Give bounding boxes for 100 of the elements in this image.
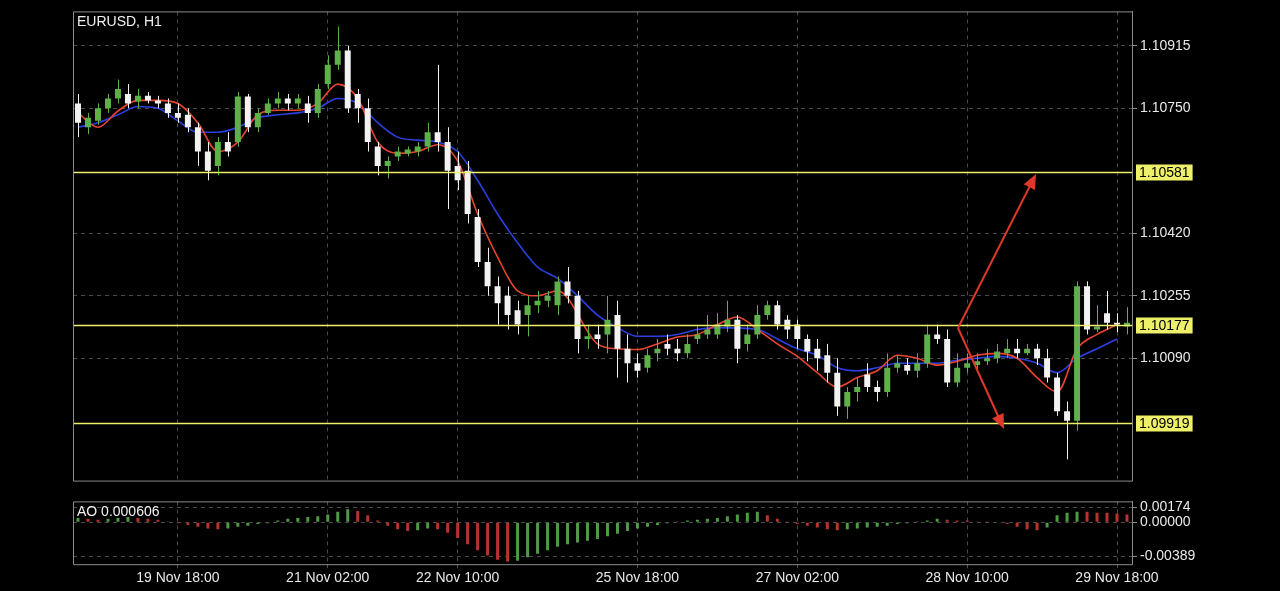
bar (825, 522, 829, 530)
bar (416, 522, 420, 531)
y-tick-label: -0.00389 (1140, 547, 1196, 564)
x-tick-label: 19 Nov 18:00 (136, 569, 220, 586)
bar (316, 516, 320, 522)
bar (645, 522, 649, 527)
bar (186, 522, 190, 525)
bar (765, 515, 769, 522)
bar (526, 522, 530, 558)
bar (326, 514, 330, 522)
bar (715, 517, 719, 522)
candlestick (894, 354, 901, 374)
bar (156, 519, 160, 522)
bar (1065, 512, 1069, 522)
bar (935, 518, 939, 522)
bar (86, 518, 90, 522)
bar (1085, 511, 1089, 522)
bar (296, 517, 300, 522)
bar (1045, 522, 1049, 528)
bar (735, 514, 739, 522)
bar (945, 519, 949, 522)
bar (436, 522, 440, 530)
bar (136, 517, 140, 522)
y-tick-label: 0.00000 (1140, 513, 1191, 530)
bar (805, 522, 809, 526)
bar (216, 522, 220, 530)
y-tick-label: 0.00174 (1140, 498, 1191, 515)
candlestick (1114, 312, 1121, 333)
bar (695, 519, 699, 522)
bar (506, 522, 510, 562)
bar (356, 510, 360, 522)
bar (386, 522, 390, 526)
x-tick-label: 28 Nov 10:00 (925, 569, 1009, 586)
x-tick-label: 22 Nov 10:00 (415, 569, 500, 586)
bar (1125, 514, 1129, 522)
candlestick (934, 324, 941, 345)
bar (1015, 522, 1019, 527)
bar (815, 522, 819, 528)
bar (106, 518, 110, 522)
candlestick (964, 352, 971, 374)
bar (486, 522, 490, 556)
bar (576, 522, 580, 543)
bar (536, 522, 540, 554)
bar (286, 518, 290, 522)
bar (606, 522, 609, 537)
x-tick-label: 27 Nov 02:00 (755, 569, 840, 586)
bar (655, 522, 659, 525)
ref-line-label: 1.10177 (1139, 317, 1190, 334)
bar (845, 522, 849, 530)
bar (835, 522, 839, 531)
bar (586, 522, 590, 541)
y-tick-label: 1.10915 (1140, 36, 1191, 53)
bar (466, 522, 470, 545)
candlestick (594, 324, 601, 350)
bar (366, 515, 370, 522)
ref-line-label: 1.10581 (1139, 164, 1190, 181)
bar (1095, 512, 1099, 522)
bar (126, 517, 130, 522)
bar (496, 522, 500, 560)
bar (396, 522, 400, 530)
x-tick-label: 29 Nov 18:00 (1075, 569, 1159, 586)
bar (546, 522, 550, 551)
bar (875, 522, 879, 527)
bar (1075, 511, 1079, 522)
bar (76, 517, 80, 522)
bar (1055, 515, 1059, 522)
y-tick-label: 1.10750 (1140, 99, 1191, 116)
bar (1105, 512, 1109, 522)
candlestick (694, 324, 701, 345)
bar (96, 519, 100, 522)
y-tick-label: 1.10420 (1140, 224, 1191, 241)
bar (705, 518, 709, 522)
bar (346, 509, 350, 522)
bar (1035, 522, 1039, 531)
bar (885, 522, 889, 526)
y-tick-label: 1.10090 (1140, 349, 1191, 366)
bar (236, 522, 240, 527)
x-tick-label: 25 Nov 18:00 (595, 569, 680, 586)
bar (556, 522, 560, 547)
bar (516, 522, 520, 561)
chart-title: AO 0.000606 (77, 503, 160, 520)
bar (336, 511, 340, 522)
bar (1025, 522, 1029, 530)
ref-line-label: 1.09919 (1139, 415, 1190, 432)
candlestick (1094, 304, 1101, 333)
bar (406, 522, 410, 532)
chart-title: EURUSD, H1 (77, 13, 163, 30)
candlestick (584, 324, 591, 350)
bar (116, 517, 120, 522)
bar (246, 522, 250, 526)
bar (476, 522, 480, 551)
x-tick-label: 21 Nov 02:00 (286, 569, 370, 586)
bar (306, 517, 310, 522)
bar (566, 522, 570, 545)
y-tick-label: 1.10255 (1140, 286, 1191, 303)
bar (865, 522, 869, 528)
bar (775, 518, 779, 522)
bar (1115, 513, 1119, 522)
bar (755, 511, 759, 522)
bar (196, 522, 200, 527)
